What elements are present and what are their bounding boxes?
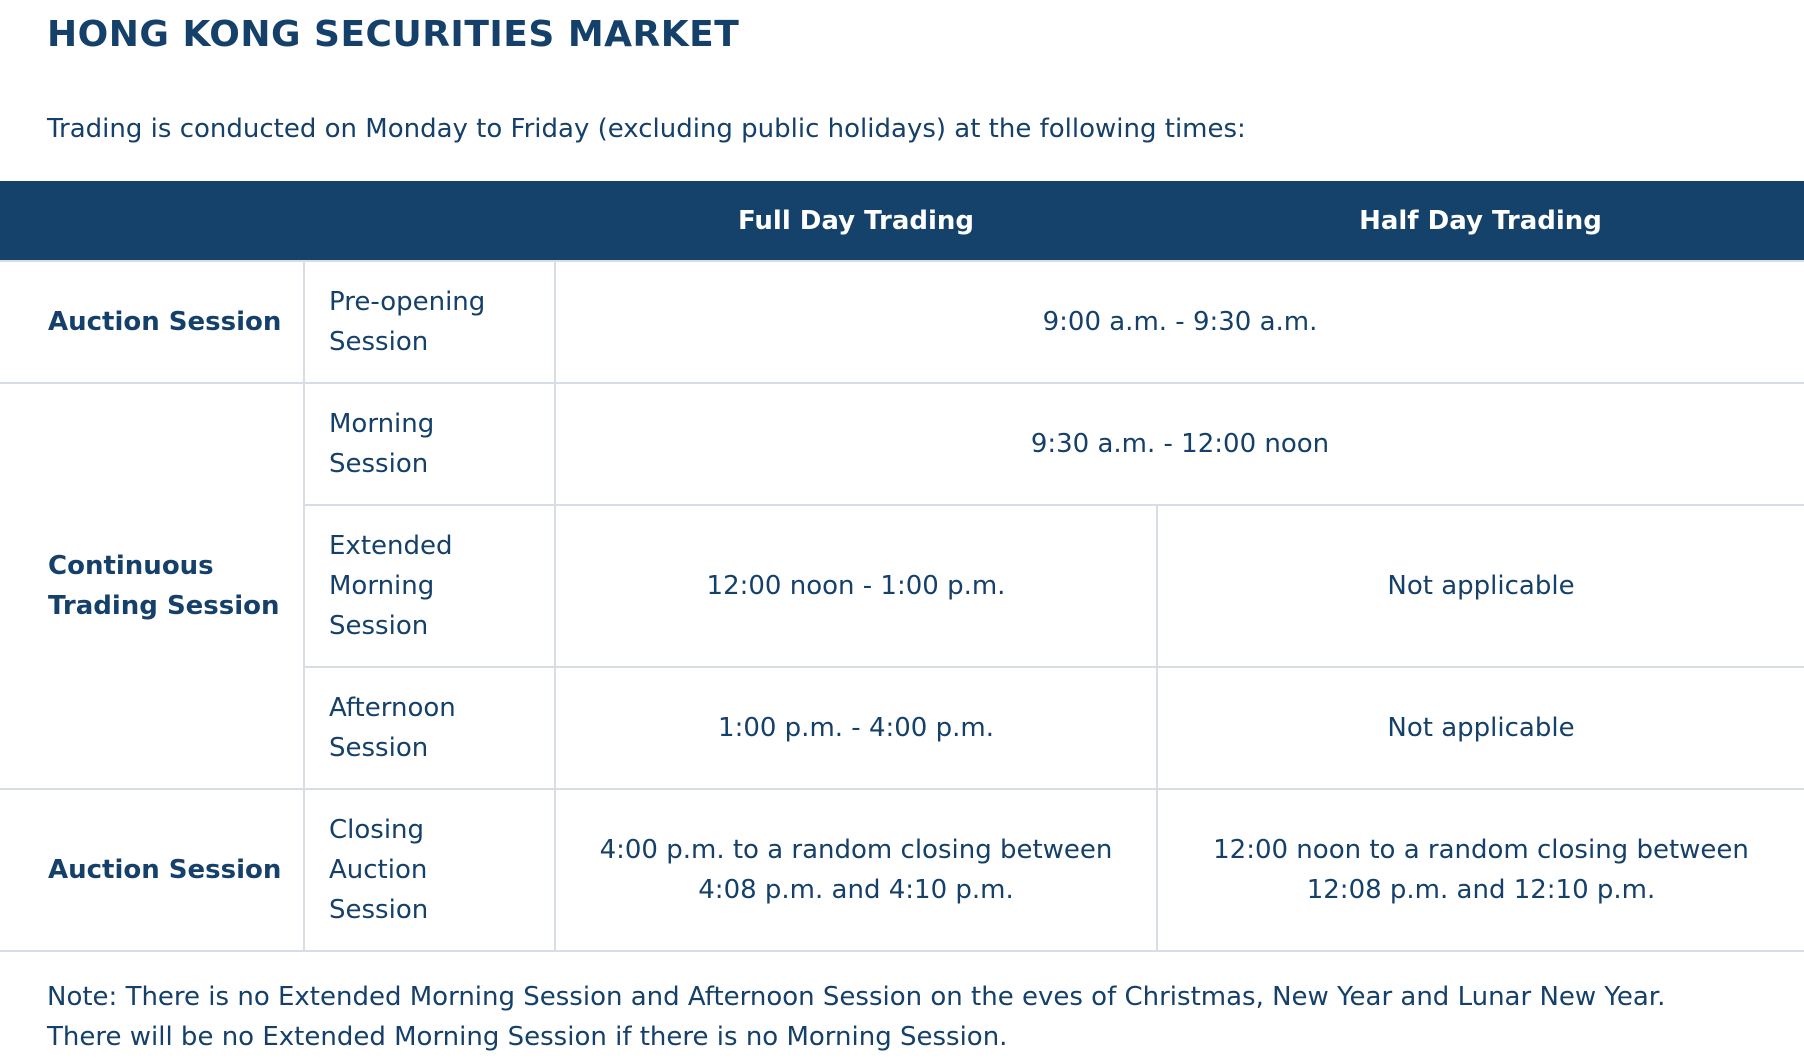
- table-row: Auction Session Closing Auction Session …: [0, 788, 1804, 952]
- time-closing-auction-full-day: 4:00 p.m. to a random closing between 4:…: [554, 788, 1158, 952]
- page-title: HONG KONG SECURITIES MARKET: [47, 14, 740, 55]
- group-auction-session-closing: Auction Session: [0, 788, 305, 952]
- session-label-line: Auction: [329, 855, 428, 885]
- header-half-day: Half Day Trading: [1359, 205, 1602, 236]
- session-label-line: Pre-opening: [329, 287, 486, 317]
- header-full-day: Full Day Trading: [737, 205, 975, 236]
- table-header-row: Full Day Trading Half Day Trading: [0, 181, 1804, 261]
- group-continuous-trading: Continuous Trading Session: [0, 382, 305, 790]
- session-label-line: Morning: [329, 409, 435, 439]
- group-label-line: Trading Session: [48, 591, 280, 621]
- session-label-line: Session: [329, 895, 429, 925]
- trading-hours-table: Full Day Trading Half Day Trading Auctio…: [0, 181, 1804, 952]
- group-auction-session-opening: Auction Session: [0, 260, 305, 384]
- header-empty-2: [304, 181, 555, 261]
- time-morning: 9:30 a.m. - 12:00 noon: [554, 382, 1804, 506]
- time-line: 12:00 noon to a random closing between: [1213, 835, 1749, 865]
- time-line: 12:08 p.m. and 12:10 p.m.: [1306, 875, 1656, 905]
- session-closing-auction: Closing Auction Session: [303, 788, 556, 952]
- time-extended-morning-full-day: 12:00 noon - 1:00 p.m.: [554, 504, 1158, 668]
- table-row: Afternoon Session 1:00 p.m. - 4:00 p.m. …: [0, 666, 1804, 790]
- session-morning: Morning Session: [303, 382, 556, 506]
- footnote-line-2: There will be no Extended Morning Sessio…: [47, 1022, 1008, 1052]
- session-extended-morning: Extended Morning Session: [304, 504, 556, 668]
- time-afternoon-full-day: 1:00 p.m. - 4:00 p.m.: [554, 666, 1158, 790]
- session-label-line: Extended: [329, 531, 453, 561]
- session-label-line: Session: [329, 327, 429, 357]
- table-row: Continuous Trading Session Morning Sessi…: [0, 382, 1804, 790]
- footnote: Note: There is no Extended Morning Sessi…: [47, 977, 1665, 1057]
- time-closing-auction-half-day: 12:00 noon to a random closing between 1…: [1156, 788, 1804, 952]
- session-label-line: Afternoon: [329, 693, 456, 723]
- session-label-line: Session: [329, 733, 429, 763]
- session-label-line: Morning: [329, 571, 435, 601]
- session-label-line: Session: [329, 449, 429, 479]
- intro-text: Trading is conducted on Monday to Friday…: [47, 114, 1246, 144]
- group-label-line: Continuous: [48, 551, 214, 581]
- session-afternoon: Afternoon Session: [304, 666, 556, 790]
- time-pre-opening: 9:00 a.m. - 9:30 a.m.: [554, 260, 1804, 384]
- table-row: Extended Morning Session 12:00 noon - 1:…: [0, 504, 1804, 668]
- time-line: 4:08 p.m. and 4:10 p.m.: [698, 875, 1014, 905]
- time-afternoon-half-day: Not applicable: [1156, 666, 1804, 790]
- session-label-line: Session: [329, 611, 429, 641]
- time-extended-morning-half-day: Not applicable: [1156, 504, 1804, 668]
- time-line: 4:00 p.m. to a random closing between: [599, 835, 1113, 865]
- header-empty-1: [0, 181, 304, 261]
- session-label-line: Closing: [329, 815, 425, 845]
- footnote-line-1: Note: There is no Extended Morning Sessi…: [47, 982, 1666, 1012]
- table-row: Auction Session Pre-opening Session 9:00…: [0, 260, 1804, 384]
- session-pre-opening: Pre-opening Session: [303, 260, 556, 384]
